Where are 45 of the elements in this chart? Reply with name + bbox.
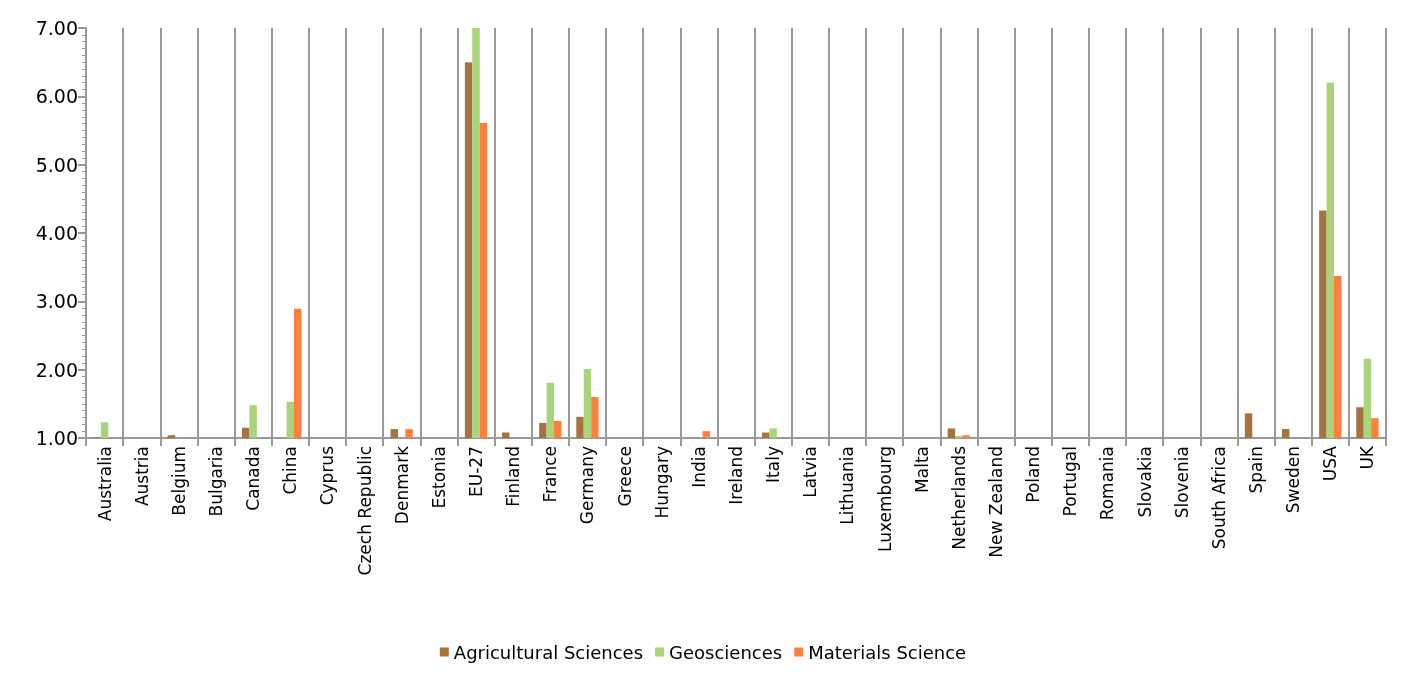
legend-label: Materials Science (808, 641, 967, 663)
x-tick-label: Slovakia (1134, 446, 1155, 518)
x-tick-label: Belgium (168, 446, 189, 516)
x-tick-label: Hungary (651, 446, 672, 519)
x-tick-label: Lithuania (837, 446, 858, 525)
y-tick-label: 1.00 (35, 427, 78, 449)
x-tick-label: Estonia (428, 446, 449, 509)
x-tick-label: India (688, 446, 709, 488)
x-tick-label: Canada (243, 446, 264, 511)
x-tick-label: EU-27 (466, 446, 486, 497)
x-tick-label: Bulgaria (206, 446, 226, 517)
x-tick-label: Czech Republic (354, 446, 375, 576)
x-tick-label: Austria (131, 446, 152, 507)
x-tick-label: South Africa (1208, 446, 1229, 550)
x-tick-label: Greece (614, 446, 635, 507)
y-tick-label: 2.00 (35, 358, 78, 381)
x-tick-label: Sweden (1283, 446, 1304, 514)
x-tick-label: Australia (94, 446, 115, 522)
x-tick-label: Malta (911, 446, 932, 493)
x-tick-label: Romania (1097, 446, 1118, 521)
y-tick-label: 7.00 (35, 17, 78, 39)
x-tick-label: Poland (1023, 446, 1044, 503)
y-tick-label: 4.00 (35, 222, 78, 244)
x-tick-label: Germany (577, 446, 598, 525)
x-tick-label: Netherlands (948, 445, 969, 550)
x-tick-label: Ireland (726, 446, 746, 505)
x-tick-label: France (540, 446, 561, 503)
x-tick-label: Italy (763, 446, 784, 483)
x-tick-label: Latvia (800, 446, 821, 498)
x-tick-label: Portugal (1060, 446, 1081, 517)
x-tick-label: Denmark (391, 445, 412, 525)
legend-label: Geosciences (669, 641, 783, 663)
x-tick-label: Finland (503, 446, 524, 507)
x-tick-label: Luxembourg (874, 446, 895, 552)
x-tick-label: USA (1320, 445, 1341, 482)
x-tick-label: Slovenia (1171, 446, 1192, 519)
x-tick-label: UK (1357, 445, 1378, 470)
x-tick-label: Spain (1246, 446, 1266, 494)
x-tick-label: China (280, 446, 301, 495)
x-tick-label: New Zealand (986, 446, 1006, 558)
y-tick-label: 3.00 (35, 290, 78, 313)
x-tick-label: Cyprus (317, 445, 338, 506)
legend-label: Agricultural Sciences (453, 641, 644, 663)
y-tick-label: 5.00 (35, 153, 78, 176)
y-tick-label: 6.00 (35, 85, 78, 108)
